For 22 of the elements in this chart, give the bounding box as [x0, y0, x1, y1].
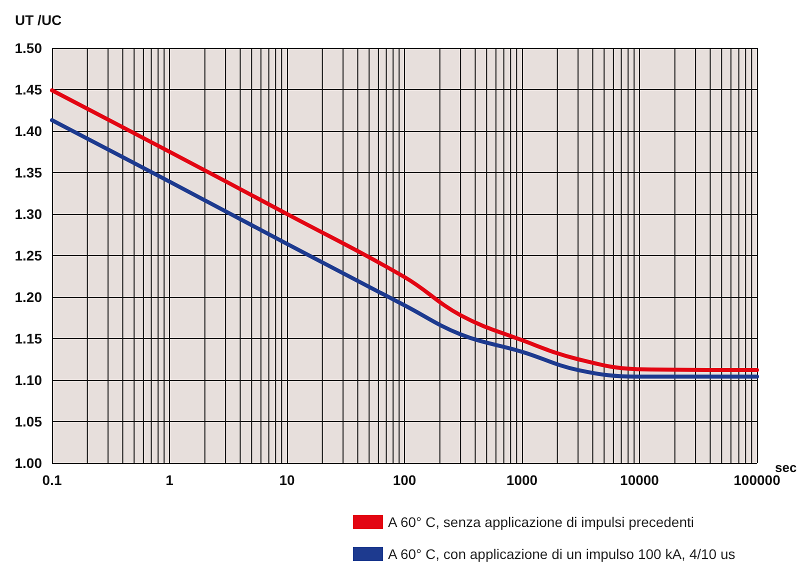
y-tick-label: 1.50 — [14, 40, 42, 56]
x-tick-label: 10000 — [620, 472, 660, 488]
x-tick-label: 100 — [392, 472, 416, 488]
x-tick-label: 1000 — [506, 472, 538, 488]
x-tick-label: 0.1 — [42, 472, 62, 488]
y-tick-label: 1.45 — [14, 82, 42, 98]
y-tick-label: 1.00 — [14, 455, 42, 471]
legend-label: A 60° C, senza applicazione di impulsi precedenti — [388, 514, 694, 530]
x-tick-label: 100000 — [734, 472, 781, 488]
y-tick-label: 1.40 — [14, 123, 42, 139]
y-tick-label: 1.05 — [14, 414, 42, 430]
y-tick-label: 1.10 — [14, 372, 42, 388]
x-tick-label: 1 — [166, 472, 174, 488]
y-tick-label: 1.20 — [14, 289, 42, 305]
x-axis-title: sec — [775, 460, 797, 475]
y-axis-title: UT /UC — [15, 12, 62, 28]
y-tick-label: 1.35 — [14, 164, 42, 180]
y-tick-label: 1.30 — [14, 206, 42, 222]
legend-label: A 60° C, con applicazione di un impulso 100 kA, 4/10 us — [388, 546, 736, 562]
y-tick-label: 1.15 — [14, 330, 42, 346]
x-tick-label: 10 — [279, 472, 295, 488]
y-tick-label: 1.25 — [14, 248, 42, 264]
